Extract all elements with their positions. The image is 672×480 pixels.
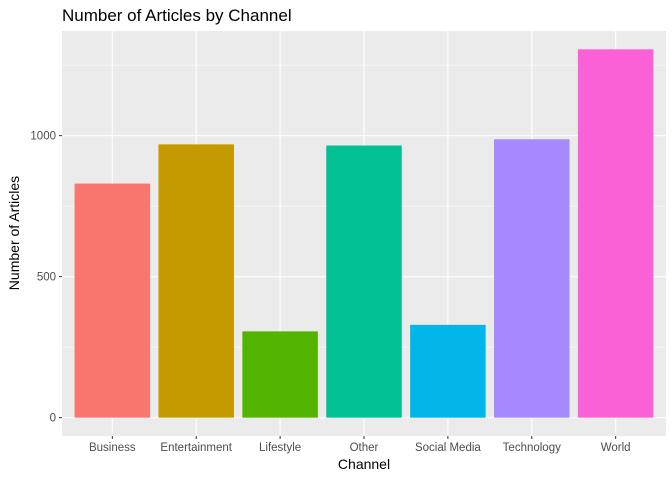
bars (74, 49, 654, 418)
x-tick-label: Business (89, 442, 136, 454)
bar-lifestyle (242, 331, 318, 418)
y-axis-ticks: 0 500 1000 (30, 131, 62, 425)
x-axis-title: Channel (338, 456, 390, 472)
bar-business (74, 183, 151, 418)
bar-social-media (410, 324, 486, 418)
x-tick-label: Lifestyle (259, 442, 301, 454)
x-tick-label: Other (350, 442, 379, 454)
x-tick-label: Entertainment (160, 442, 232, 454)
x-tick-label: World (601, 442, 631, 454)
y-axis-title: Number of Articles (6, 176, 22, 290)
bar-technology (494, 139, 570, 418)
chart-title: Number of Articles by Channel (62, 6, 292, 25)
x-tick-label: Social Media (415, 442, 481, 454)
bar-other (326, 145, 402, 418)
x-axis-ticks: Business Entertainment Lifestyle Other Socia… (89, 436, 631, 454)
bar-world (577, 49, 654, 418)
bar-entertainment (158, 144, 234, 418)
x-tick-label: Technology (503, 442, 561, 454)
y-tick-label: 500 (37, 272, 56, 284)
y-tick-label: 0 (50, 413, 56, 425)
y-tick-label: 1000 (30, 131, 56, 143)
